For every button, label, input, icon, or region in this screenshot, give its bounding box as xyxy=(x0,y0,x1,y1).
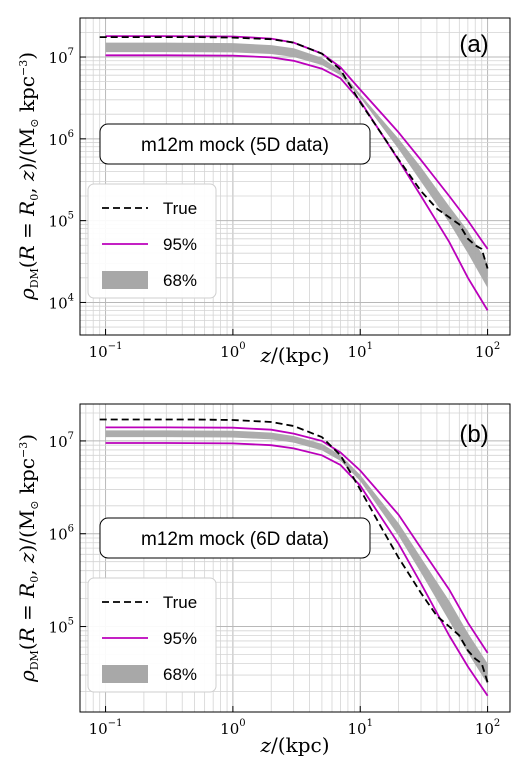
series-true xyxy=(99,418,489,683)
legend-box xyxy=(87,183,217,299)
legend-label: True xyxy=(163,593,197,612)
lines-b xyxy=(99,418,489,697)
x-axis-label-a: z/(kpc) xyxy=(259,343,329,367)
legend-box xyxy=(87,577,217,693)
legend-label: True xyxy=(163,199,197,218)
annotation-text-b: m12m mock (6D data) xyxy=(141,529,329,550)
panel-a: 10−1 100 101 102 104 105 106 107 (a) m12m mock … xyxy=(15,17,511,367)
y-tick-label: 104 xyxy=(49,292,74,312)
y-tick-label: 107 xyxy=(49,47,74,67)
legend-label: 95% xyxy=(163,235,197,254)
series-95-lower xyxy=(105,54,489,311)
grid-a xyxy=(80,17,510,336)
x-tick-label: 100 xyxy=(220,718,245,738)
legend-b: True 95% 68% xyxy=(87,577,217,693)
annotation-a: m12m mock (5D data) xyxy=(99,123,371,165)
y-axis-label-b: ρDM(R = R0, z)/(M⊙ kpc−3) xyxy=(15,434,41,683)
annotation-box-a xyxy=(99,123,371,165)
legend-swatch-68 xyxy=(102,271,148,289)
x-tick-label: 102 xyxy=(475,341,500,361)
band-68-a xyxy=(105,42,488,288)
y-tick-label: 106 xyxy=(49,524,74,544)
y-tick-label: 105 xyxy=(49,617,74,637)
legend-label: 68% xyxy=(163,271,197,290)
ticks-b: 10−1 100 101 102 105 106 107 xyxy=(49,431,501,738)
x-tick-label: 10−1 xyxy=(89,718,123,738)
y-tick-label: 107 xyxy=(49,431,74,451)
plot-frame-b xyxy=(79,403,511,713)
legend-a: True 95% 68% xyxy=(87,183,217,299)
annotation-b: m12m mock (6D data) xyxy=(99,517,371,559)
panel-b: 10−1 100 101 102 105 106 107 (b) m12m mock (6D… xyxy=(15,403,511,757)
panel-label-a: (a) xyxy=(459,31,488,58)
legend-label: 68% xyxy=(163,665,197,684)
x-tick-label: 100 xyxy=(220,341,245,361)
band-68-area xyxy=(105,42,488,288)
x-tick-label: 10−1 xyxy=(89,341,123,361)
y-axis-label-a: ρDM(R = R0, z)/(M⊙ kpc−3) xyxy=(15,52,41,301)
lines-a xyxy=(99,35,489,311)
y-tick-label: 106 xyxy=(49,129,74,149)
plot-frame-a xyxy=(79,17,511,336)
legend-label: 95% xyxy=(163,629,197,648)
annotation-box-b xyxy=(99,517,371,559)
series-95-upper xyxy=(105,426,489,654)
series-true xyxy=(99,36,489,269)
annotation-text-a: m12m mock (5D data) xyxy=(141,135,329,156)
legend-swatch-68 xyxy=(102,665,148,683)
series-95-lower xyxy=(105,442,489,697)
x-tick-label: 101 xyxy=(348,718,373,738)
x-tick-label: 101 xyxy=(348,341,373,361)
series-95-upper xyxy=(105,35,489,250)
x-axis-label-b: z/(kpc) xyxy=(259,733,329,757)
panel-label-b: (b) xyxy=(459,421,488,448)
ticks-a: 10−1 100 101 102 104 105 106 107 xyxy=(49,47,501,361)
y-tick-label: 105 xyxy=(49,211,74,231)
x-tick-label: 102 xyxy=(475,718,500,738)
